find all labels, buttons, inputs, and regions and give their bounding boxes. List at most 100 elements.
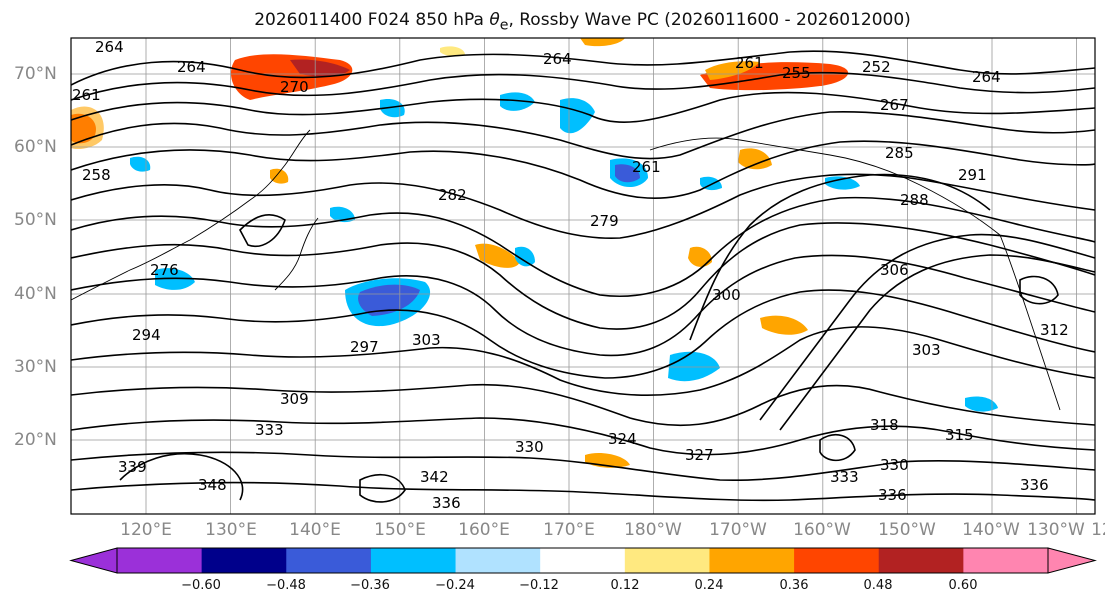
lon-label: 160°E [458, 520, 510, 540]
contour-line [689, 173, 991, 341]
contour-label: 288 [900, 191, 929, 209]
colorbar-tick-label: 0.24 [694, 578, 724, 593]
contour-label: 282 [438, 186, 467, 204]
contour-line [71, 481, 1095, 502]
contour-label: 309 [280, 390, 309, 408]
contour-line [359, 474, 406, 503]
lat-label: 70°N [14, 64, 57, 84]
lat-label: 30°N [14, 357, 57, 377]
contour-label: 303 [412, 331, 441, 349]
colorbar-extend-max [1047, 547, 1097, 574]
contour-label: 294 [132, 326, 161, 344]
contour-line [71, 110, 1095, 160]
contour-line [239, 214, 286, 247]
contour-label: 279 [590, 212, 619, 230]
colorbar-segment [794, 548, 880, 573]
contour-label: 348 [198, 476, 227, 494]
contour-label: 330 [515, 438, 544, 456]
contour-line [119, 452, 244, 501]
contour-line [71, 50, 1095, 86]
contour-label: 264 [972, 68, 1001, 86]
contour-line [759, 233, 1095, 421]
coastline-alaska [649, 137, 1001, 236]
lat-label: 20°N [14, 430, 57, 450]
contour-line [71, 222, 1095, 330]
warm-anomaly [270, 168, 289, 184]
colorbar-tick-label: 0.12 [610, 578, 640, 593]
lon-label: 170°E [543, 520, 595, 540]
contour-label: 255 [782, 64, 811, 82]
colorbar [69, 547, 1097, 574]
coastline-asia [71, 129, 311, 301]
warm-anomaly [290, 59, 350, 77]
cool-anomaly [358, 284, 420, 316]
anomaly-shading [71, 38, 998, 468]
chart-title: 2026011400 F024 850 hPa θe, Rossby Wave … [254, 10, 911, 34]
colorbar-segment [540, 548, 626, 573]
contour-label: 264 [177, 58, 206, 76]
lon-label: 140°E [289, 520, 341, 540]
contour-label: 300 [712, 286, 741, 304]
contour-label: 339 [118, 458, 147, 476]
lat-label: 50°N [14, 210, 57, 230]
colorbar-extend-min [69, 547, 118, 574]
contour-label: 264 [543, 50, 572, 68]
lon-label: 140°W [962, 520, 1020, 540]
lon-label: 160°W [793, 520, 851, 540]
map-frame [70, 37, 1096, 515]
contour-line [71, 173, 1095, 240]
contour-label: 303 [912, 341, 941, 359]
colorbar-tick-label: −0.60 [181, 578, 221, 593]
contour-line [71, 71, 1095, 101]
contour-label: 264 [95, 38, 124, 56]
colorbar-segment [286, 548, 372, 573]
warm-anomaly [738, 148, 772, 170]
colorbar-segment [370, 548, 457, 573]
contour-label: 333 [830, 468, 859, 486]
coastlines [71, 129, 1061, 411]
contour-line [71, 326, 1095, 396]
contour-label: 258 [82, 166, 111, 184]
warm-anomaly [705, 61, 760, 80]
cool-anomaly [500, 92, 535, 111]
cool-anomaly [825, 176, 860, 190]
warm-anomaly [760, 315, 808, 335]
colorbar-segment [709, 548, 795, 573]
colorbar-tick-label: 0.36 [779, 578, 809, 593]
contour-label: 261 [632, 158, 661, 176]
colorbar-tick-label: 0.48 [863, 578, 893, 593]
contour-line [779, 254, 1095, 431]
warm-anomaly [475, 243, 520, 268]
contour-label: 342 [420, 468, 449, 486]
colorbar-segment [624, 548, 710, 573]
lat-label: 60°N [14, 137, 57, 157]
warm-anomaly [580, 38, 625, 47]
colorbar-frame [116, 547, 1049, 574]
coastline-japan [274, 217, 319, 291]
lon-label: 120°E [120, 520, 172, 540]
contour-label: 252 [862, 58, 891, 76]
lon-label: 130°E [205, 520, 257, 540]
warm-anomaly [688, 246, 712, 267]
contour-line [71, 140, 1095, 199]
colorbar-segment [878, 548, 964, 573]
lon-label: 120°W [1091, 520, 1105, 540]
colorbar-tick-label: −0.12 [519, 578, 559, 593]
contour-label: 285 [885, 144, 914, 162]
contour-line [1019, 275, 1059, 305]
contour-line [71, 417, 1095, 456]
colorbar-segment [117, 548, 203, 573]
colorbar-segment [201, 548, 287, 573]
contour-label: 318 [870, 416, 899, 434]
contour-line [71, 196, 1095, 298]
cool-anomaly [965, 396, 998, 412]
contour-label: 333 [255, 421, 284, 439]
contour-line [819, 434, 856, 462]
contour-line [71, 451, 1095, 482]
theta-e-contours [71, 50, 1095, 503]
colorbar-segment [455, 548, 541, 573]
lon-label: 180°W [624, 520, 682, 540]
contour-label: 291 [958, 166, 987, 184]
contour-label: 261 [735, 54, 764, 72]
